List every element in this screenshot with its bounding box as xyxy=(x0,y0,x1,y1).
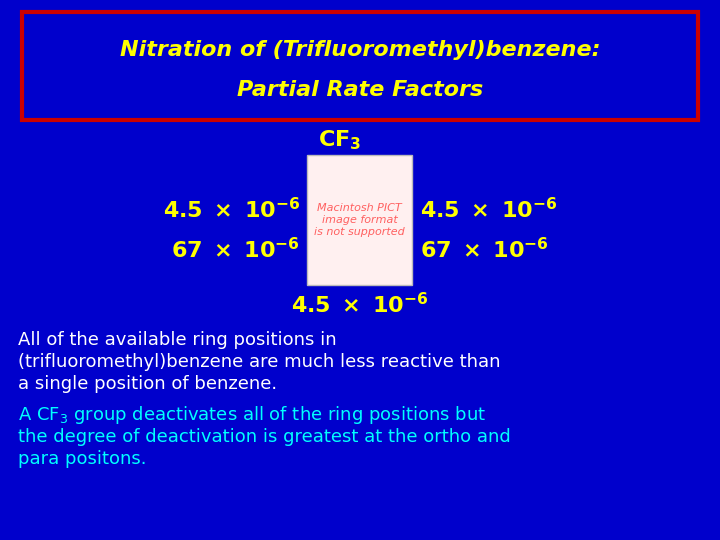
Text: Partial Rate Factors: Partial Rate Factors xyxy=(237,80,483,100)
FancyBboxPatch shape xyxy=(307,155,412,285)
Text: $\mathbf{4.5\ \times\ 10^{-6}}$: $\mathbf{4.5\ \times\ 10^{-6}}$ xyxy=(420,198,557,222)
Text: All of the available ring positions in: All of the available ring positions in xyxy=(18,331,337,349)
Text: $\mathbf{67\ \times\ 10^{-6}}$: $\mathbf{67\ \times\ 10^{-6}}$ xyxy=(420,238,549,262)
Text: $\mathbf{4.5\ \times\ 10^{-6}}$: $\mathbf{4.5\ \times\ 10^{-6}}$ xyxy=(292,292,428,318)
Text: Nitration of (Trifluoromethyl)benzene:: Nitration of (Trifluoromethyl)benzene: xyxy=(120,40,600,60)
Text: para positons.: para positons. xyxy=(18,450,146,468)
Text: (trifluoromethyl)benzene are much less reactive than: (trifluoromethyl)benzene are much less r… xyxy=(18,353,500,371)
Text: $\mathbf{4.5\ \times\ 10^{-6}}$: $\mathbf{4.5\ \times\ 10^{-6}}$ xyxy=(163,198,300,222)
Text: $\mathregular{CF_3}$: $\mathregular{CF_3}$ xyxy=(318,128,361,152)
Text: A $\mathregular{CF_3}$ group deactivates all of the ring positions but: A $\mathregular{CF_3}$ group deactivates… xyxy=(18,404,486,426)
Text: the degree of deactivation is greatest at the ortho and: the degree of deactivation is greatest a… xyxy=(18,428,510,446)
Text: Macintosh PICT
image format
is not supported: Macintosh PICT image format is not suppo… xyxy=(314,204,405,237)
Text: a single position of benzene.: a single position of benzene. xyxy=(18,375,277,393)
FancyBboxPatch shape xyxy=(22,12,698,120)
Text: $\mathbf{67\ \times\ 10^{-6}}$: $\mathbf{67\ \times\ 10^{-6}}$ xyxy=(171,238,300,262)
